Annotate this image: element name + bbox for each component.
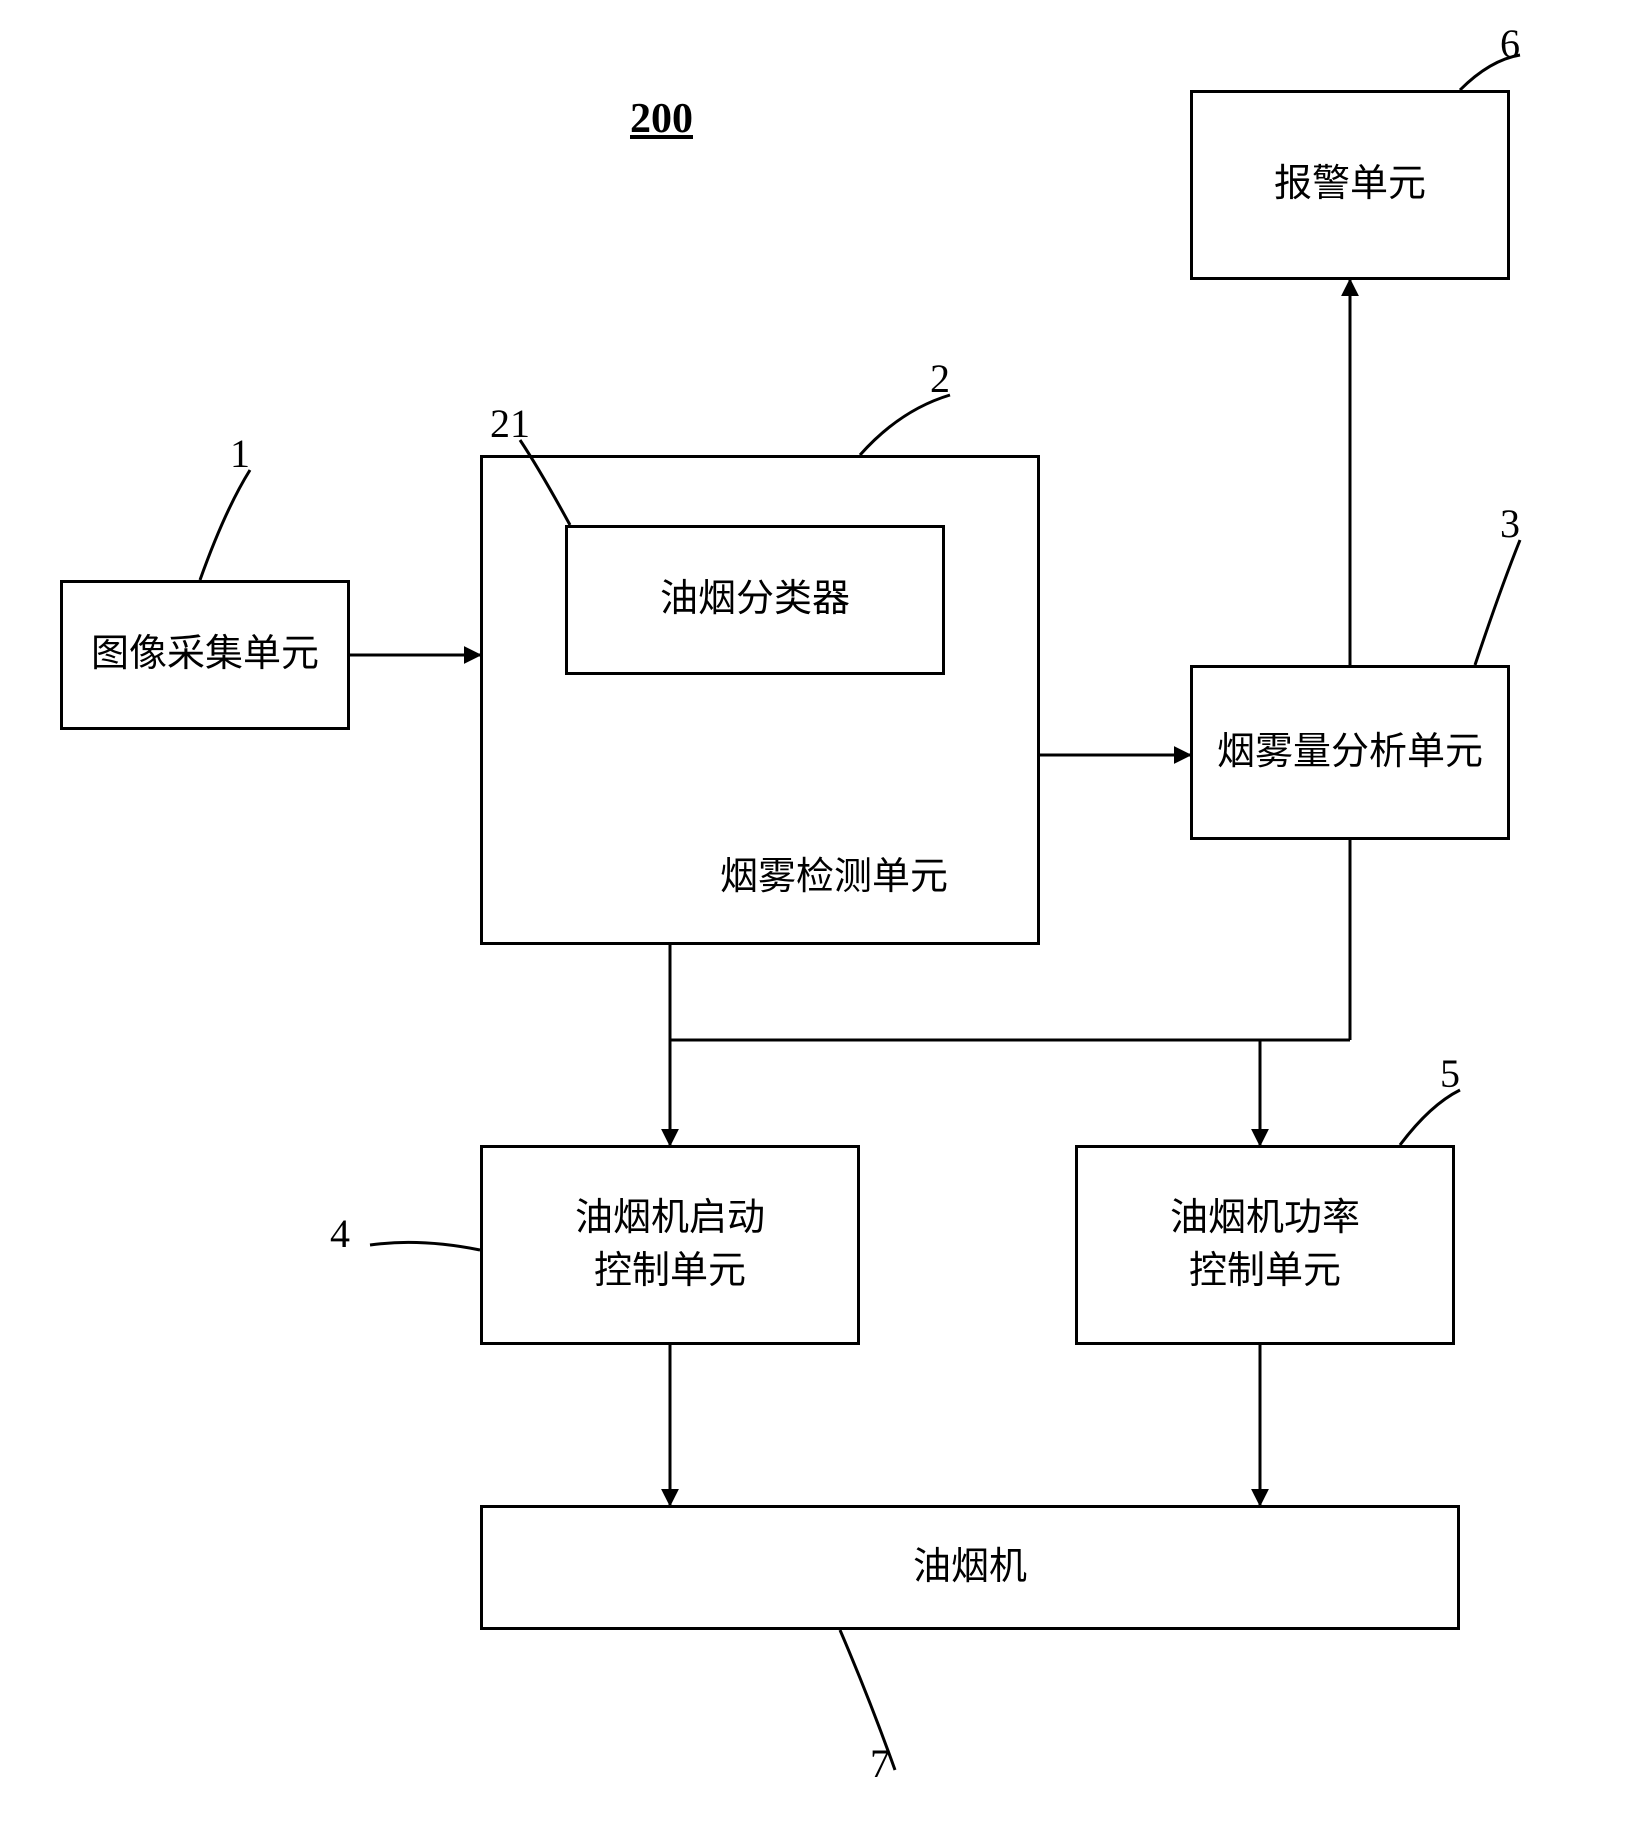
callout-6: 6 xyxy=(1500,20,1520,67)
node-label: 油烟分类器 xyxy=(660,573,850,626)
node-label: 烟雾量分析单元 xyxy=(1217,726,1483,779)
diagram-title: 200 xyxy=(630,95,693,143)
callout-7: 7 xyxy=(870,1740,890,1787)
callout-5: 5 xyxy=(1440,1050,1460,1097)
node-hood-start-control-unit: 油烟机启动控制单元 xyxy=(480,1145,860,1345)
node-label: 油烟机启动控制单元 xyxy=(575,1192,765,1298)
node-label: 报警单元 xyxy=(1274,158,1426,211)
block-diagram: 200 图像采集单元 烟雾检测单元 油烟分类器 烟雾量分析单元 油烟机启动控制单… xyxy=(0,0,1648,1832)
node-image-acquisition-unit: 图像采集单元 xyxy=(60,580,350,730)
node-alarm-unit: 报警单元 xyxy=(1190,90,1510,280)
callout-4: 4 xyxy=(330,1210,350,1257)
callout-21: 21 xyxy=(490,400,530,447)
callout-3: 3 xyxy=(1500,500,1520,547)
callout-1: 1 xyxy=(230,430,250,477)
node-smoke-amount-analysis-unit: 烟雾量分析单元 xyxy=(1190,665,1510,840)
node-hood-power-control-unit: 油烟机功率控制单元 xyxy=(1075,1145,1455,1345)
node-label-smoke-detection: 烟雾检测单元 xyxy=(720,845,948,900)
node-smoke-classifier: 油烟分类器 xyxy=(565,525,945,675)
node-label: 油烟机功率控制单元 xyxy=(1170,1192,1360,1298)
node-range-hood: 油烟机 xyxy=(480,1505,1460,1630)
callout-2: 2 xyxy=(930,355,950,402)
node-label: 图像采集单元 xyxy=(91,628,319,681)
node-label: 油烟机 xyxy=(913,1541,1027,1594)
